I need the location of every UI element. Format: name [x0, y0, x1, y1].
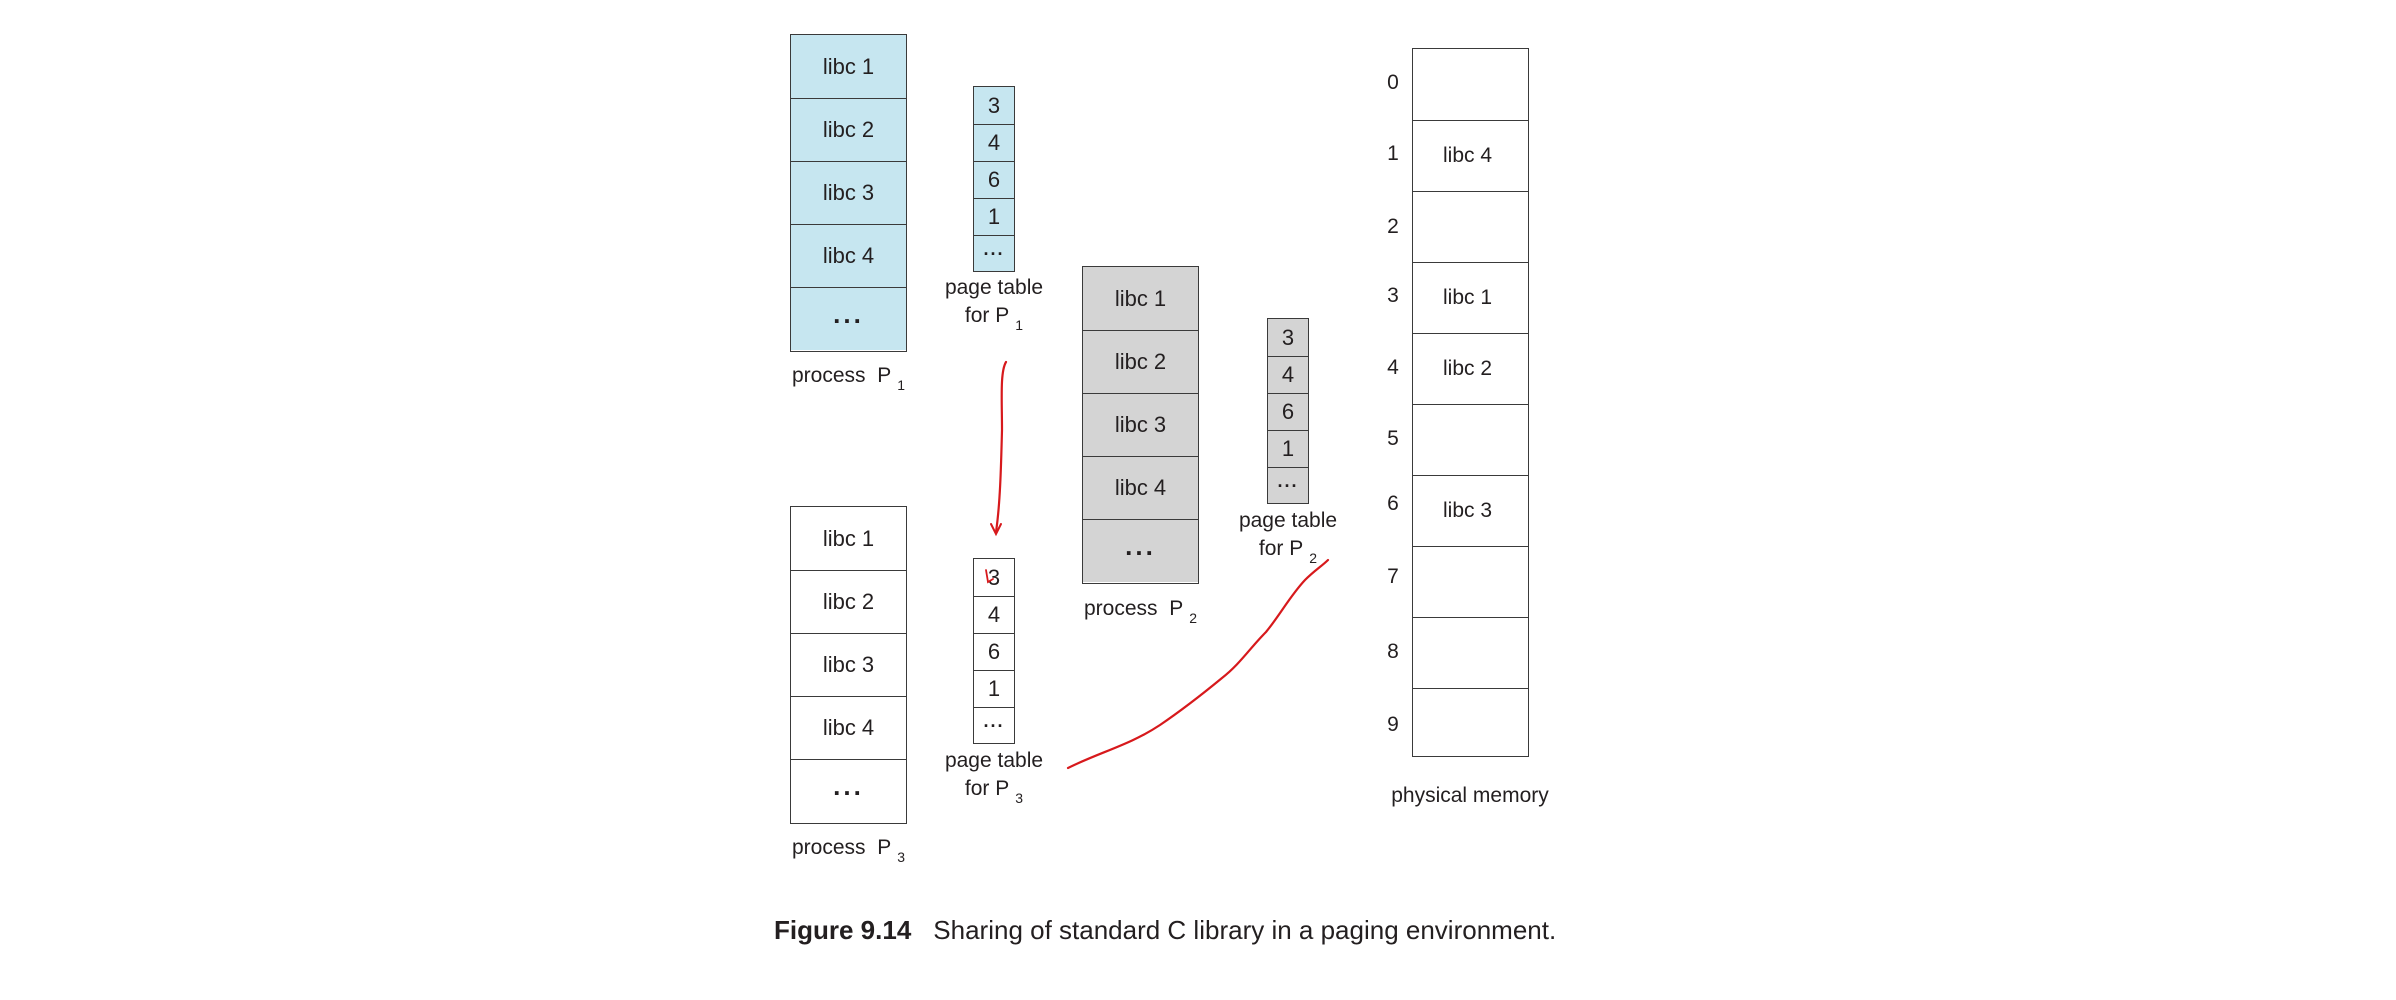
- process-p3-cell: libc 3: [791, 633, 906, 696]
- frame-number: 6: [1387, 492, 1399, 515]
- physical-memory-label: physical memory: [1391, 784, 1549, 807]
- page-table-p3-entry: 6: [974, 633, 1014, 670]
- page-table-p1-entry: 6: [974, 161, 1014, 198]
- memory-frame: [1413, 688, 1528, 756]
- page-table-p2-entry: 4: [1268, 356, 1308, 393]
- process-p1-cell: libc 2: [791, 98, 906, 161]
- frame-number: 4: [1387, 356, 1399, 379]
- memory-frame: [1413, 546, 1528, 617]
- page-table-p3-entry: 1: [974, 670, 1014, 707]
- memory-frame: libc 1: [1413, 262, 1528, 333]
- figure-caption: Figure 9.14 Sharing of standard C library…: [774, 915, 1556, 946]
- process-p3-cell: libc 4: [791, 696, 906, 759]
- page-table-p2-entry: 3: [1268, 319, 1308, 356]
- frame-number: 0: [1387, 71, 1399, 94]
- page-table-p1: 3 4 6 1 ...: [973, 86, 1015, 272]
- process-p2-cell: libc 3: [1083, 393, 1198, 456]
- process-p1-block: libc 1 libc 2 libc 3 libc 4 ...: [790, 34, 907, 352]
- frame-number: 7: [1387, 565, 1399, 588]
- frame-number: 5: [1387, 427, 1399, 450]
- frame-number: 8: [1387, 640, 1399, 663]
- page-table-p2-entry: 6: [1268, 393, 1308, 430]
- page-table-p3-entry: 3: [974, 559, 1014, 596]
- process-p3-cell: libc 1: [791, 507, 906, 570]
- process-p2-cell: libc 1: [1083, 267, 1198, 330]
- process-p2-block: libc 1 libc 2 libc 3 libc 4 ...: [1082, 266, 1199, 584]
- red-curve-annotation: [1066, 558, 1330, 770]
- memory-frame: [1413, 617, 1528, 688]
- process-p2-cell: libc 4: [1083, 456, 1198, 519]
- page-table-p3-entry: 4: [974, 596, 1014, 633]
- frame-number: 2: [1387, 215, 1399, 238]
- physical-memory-block: libc 4 libc 1 libc 2 libc 3: [1412, 48, 1529, 757]
- process-p3-block: libc 1 libc 2 libc 3 libc 4 ...: [790, 506, 907, 824]
- red-arrow-annotation: [994, 360, 1008, 534]
- memory-frame: libc 2: [1413, 333, 1528, 404]
- frame-number: 1: [1387, 142, 1399, 165]
- process-p3-cell-ellipsis: ...: [791, 759, 906, 822]
- page-table-p1-entry: 3: [974, 87, 1014, 124]
- frame-number: 3: [1387, 284, 1399, 307]
- page-table-p2-entry: 1: [1268, 430, 1308, 467]
- process-p1-cell: libc 3: [791, 161, 906, 224]
- memory-frame: [1413, 191, 1528, 262]
- process-p2-cell: libc 2: [1083, 330, 1198, 393]
- memory-frame: [1413, 404, 1528, 475]
- red-arrowhead-annotation: [990, 523, 1002, 537]
- frame-number: 9: [1387, 713, 1399, 736]
- memory-frame: [1413, 49, 1528, 120]
- page-table-p1-entry-ellipsis: ...: [974, 235, 1014, 271]
- page-table-p1-entry: 4: [974, 124, 1014, 161]
- process-p1-cell: libc 1: [791, 35, 906, 98]
- process-p1-cell: libc 4: [791, 224, 906, 287]
- figure-number: Figure 9.14: [774, 915, 912, 945]
- process-p2-cell-ellipsis: ...: [1083, 519, 1198, 582]
- memory-frame: libc 4: [1413, 120, 1528, 191]
- process-p3-cell: libc 2: [791, 570, 906, 633]
- page-table-p3-entry-ellipsis: ...: [974, 707, 1014, 743]
- process-p1-cell-ellipsis: ...: [791, 287, 906, 350]
- page-table-p1-entry: 1: [974, 198, 1014, 235]
- page-table-p2-entry-ellipsis: ...: [1268, 467, 1308, 503]
- page-table-p3: 3 4 6 1 ...: [973, 558, 1015, 744]
- figure-caption-text: Sharing of standard C library in a pagin…: [933, 915, 1557, 945]
- page-table-p2: 3 4 6 1 ...: [1267, 318, 1309, 504]
- memory-frame: libc 3: [1413, 475, 1528, 546]
